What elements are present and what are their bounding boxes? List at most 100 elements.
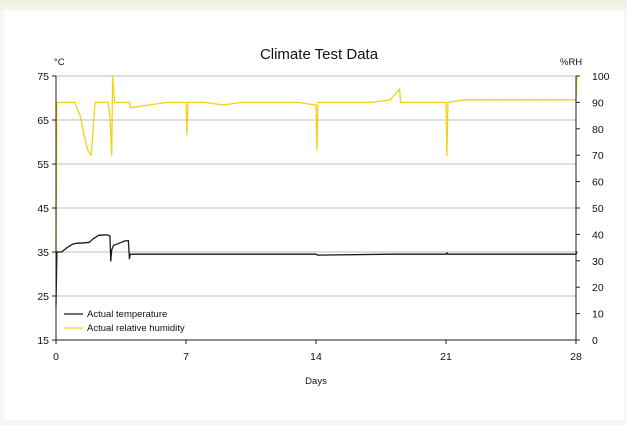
x-tick-label: 0 xyxy=(53,351,59,363)
humidity-line-point xyxy=(127,101,129,103)
temperature-line-point xyxy=(241,253,243,255)
humidity-line-point xyxy=(87,149,89,151)
humidity-line-point xyxy=(98,101,100,103)
right-axis-unit: %RH xyxy=(560,57,582,68)
humidity-line-point xyxy=(185,101,187,103)
y-left-tick-label: 35 xyxy=(37,247,49,259)
humidity-line-point xyxy=(112,75,114,77)
humidity-line-point xyxy=(222,104,224,106)
temperature-line-point xyxy=(75,242,77,244)
temperature-line-point xyxy=(61,251,63,253)
x-tick-label: 28 xyxy=(570,351,582,363)
y-right-tick-label: 40 xyxy=(592,229,604,241)
humidity-line-point xyxy=(447,101,449,103)
y-right-tick-label: 20 xyxy=(592,282,604,294)
x-tick-label: 21 xyxy=(440,351,452,363)
y-left-tick-label: 45 xyxy=(37,203,49,215)
climate-chart: Climate Test Data °C %RH 152535455565750… xyxy=(37,46,609,387)
x-tick-label: 7 xyxy=(183,351,189,363)
humidity-line-point xyxy=(317,101,319,103)
temperature-line-point xyxy=(79,242,81,244)
temperature-line-point xyxy=(113,244,115,246)
legend-humidity-label: Actual relative humidity xyxy=(87,323,185,334)
legend: Actual temperature Actual relative humid… xyxy=(64,309,185,334)
y-left-tick-label: 15 xyxy=(37,335,49,347)
y-right-tick-label: 70 xyxy=(592,150,604,162)
y-right-tick-label: 60 xyxy=(592,177,604,189)
humidity-line-point xyxy=(408,101,410,103)
humidity-series xyxy=(55,75,578,257)
temperature-line-point xyxy=(57,251,59,253)
humidity-line-point xyxy=(399,88,401,90)
y-right-tick-label: 10 xyxy=(592,309,604,321)
temperature-line-point xyxy=(56,251,58,253)
y-right-tick-label: 0 xyxy=(592,335,598,347)
temperature-line xyxy=(55,234,578,305)
temperature-line-point xyxy=(317,254,319,256)
humidity-line-point xyxy=(166,101,168,103)
humidity-line-point xyxy=(259,101,261,103)
y-right-tick-label: 100 xyxy=(592,71,610,83)
humidity-line-point xyxy=(128,101,130,103)
temperature-line-point xyxy=(129,253,131,255)
temperature-line-point xyxy=(72,243,74,245)
y-left-tick-label: 65 xyxy=(37,115,49,127)
temperature-line-point xyxy=(389,253,391,255)
temperature-line-point xyxy=(447,253,449,255)
temperature-line-point xyxy=(131,253,133,255)
humidity-line-point xyxy=(74,101,76,103)
legend-temperature-label: Actual temperature xyxy=(87,309,167,320)
humidity-line-point xyxy=(538,99,540,101)
temperature-line-point xyxy=(92,238,94,240)
humidity-line-point xyxy=(446,154,448,156)
temperature-line-point xyxy=(315,253,317,255)
humidity-line-point xyxy=(126,101,128,103)
temperature-line-point xyxy=(111,249,113,251)
humidity-line-point xyxy=(241,101,243,103)
humidity-line-point xyxy=(109,115,111,117)
humidity-line-point xyxy=(296,101,298,103)
temperature-line-point xyxy=(109,235,111,237)
temperature-line-point xyxy=(446,252,448,254)
y-right-tick-label: 90 xyxy=(592,97,604,109)
temperature-line-point xyxy=(98,234,100,236)
humidity-line-point xyxy=(122,101,124,103)
temperature-line-point xyxy=(128,258,130,260)
humidity-line-point xyxy=(400,101,402,103)
chart-card: Climate Test Data °C %RH 15 25 35 45 55 65 75 0… xyxy=(4,10,624,420)
temperature-line-point xyxy=(576,251,578,253)
humidity-line-point xyxy=(79,115,81,117)
humidity-line-point xyxy=(426,101,428,103)
humidity-line-point xyxy=(389,99,391,101)
y-right-tick-label: 50 xyxy=(592,203,604,215)
humidity-line-point xyxy=(482,99,484,101)
humidity-line-point xyxy=(556,99,559,101)
humidity-line-point xyxy=(70,101,72,103)
x-tick-label: 14 xyxy=(310,351,322,363)
temperature-line-point xyxy=(66,247,68,249)
humidity-line-point xyxy=(83,133,85,135)
x-axis-label: Days xyxy=(305,376,327,387)
humidity-line xyxy=(55,75,578,256)
humidity-line-point xyxy=(103,101,105,103)
tick-labels: 15 25 35 45 55 65 75 0 10 20 30 40 50 60 70 80 90 100 0 7 14… xyxy=(37,71,609,363)
y-right-tick-label: 80 xyxy=(592,124,604,136)
humidity-line-point xyxy=(352,101,354,103)
humidity-line-point xyxy=(107,101,109,103)
temperature-series xyxy=(55,234,578,306)
y-left-tick-label: 25 xyxy=(37,291,49,303)
humidity-line-point xyxy=(186,133,188,135)
humidity-line-point xyxy=(129,107,131,109)
humidity-line-point xyxy=(204,101,206,103)
humidity-line-point xyxy=(187,101,189,103)
temperature-line-point xyxy=(88,241,90,243)
humidity-line-point xyxy=(116,101,118,103)
humidity-line-point xyxy=(61,101,63,103)
humidity-line-point xyxy=(278,101,280,103)
humidity-line-point xyxy=(501,99,503,101)
y-left-tick-label: 75 xyxy=(37,71,49,83)
humidity-line-point xyxy=(111,154,113,156)
temperature-line-point xyxy=(445,253,447,255)
humidity-line-point xyxy=(315,104,317,106)
